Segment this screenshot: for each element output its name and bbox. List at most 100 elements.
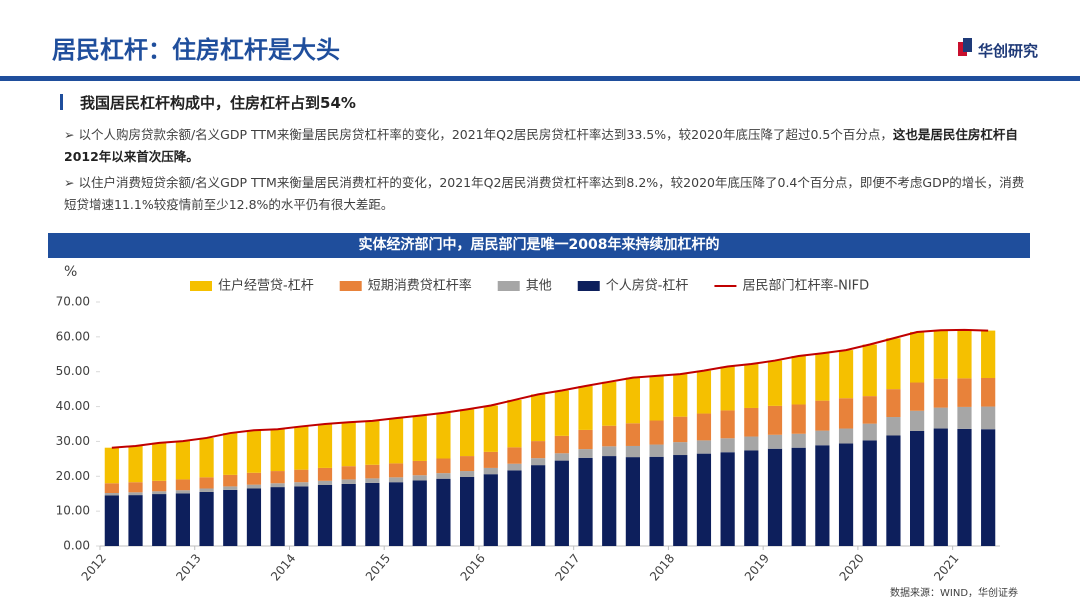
bar-segment [625,445,640,458]
bar-segment [341,466,356,480]
bar-segment [578,457,593,546]
bar-segment [886,417,901,436]
bar-segment [957,378,972,407]
y-tick-label: 40.00 [56,399,90,413]
bar-segment [886,435,901,546]
bar-segment [673,442,688,456]
bar-segment [696,413,712,441]
bar-segment [815,353,830,401]
bar-segment [531,458,546,466]
chart-title: 实体经济部门中，居民部门是唯一2008年来持续加杠杆的 [48,233,1030,258]
bar-segment [578,386,593,430]
bar-segment [128,482,143,493]
bar-segment [436,458,451,474]
bar-segment [128,492,143,496]
bar-segment [412,415,427,461]
line [111,328,989,449]
bar-segment [507,470,522,546]
logo-icon [963,38,972,52]
bar-segment [696,370,712,414]
bar-segment [365,420,380,465]
bar-segment [791,404,806,434]
bar-segment [412,460,427,476]
bar-segment [767,360,783,406]
bar-segment [341,422,356,467]
bar-segment [554,435,569,454]
bar-segment [388,477,404,483]
bar-segment [294,469,309,483]
bar-segment [246,488,262,546]
x-tick-label: 2012 [79,551,109,583]
bar-segment [933,330,948,379]
bar-segment [152,480,167,492]
bar-segment [104,495,119,546]
bar-segment [365,482,380,546]
bar-segment [223,489,238,546]
bar-segment [815,430,830,446]
bar-segment [554,453,569,461]
bar-segment [507,447,522,464]
bar-segment [152,494,167,546]
legend-swatch [339,281,362,291]
legend-swatch [497,281,520,291]
bar-segment [838,398,854,429]
bar-segment [673,455,688,546]
bar-segment [507,399,522,448]
bar-segment [649,444,664,457]
bar-segment [767,448,783,546]
bar-segment [460,456,475,472]
bar-segment [791,447,806,546]
bar-segment [199,437,214,478]
bullet-bold: 这也是居民住房杠杆自2012年以来首次压降。 [64,127,1018,164]
x-tick-label: 2018 [647,551,677,583]
bar-segment [270,429,285,472]
bar-segment [625,377,640,424]
bar-segment [436,473,451,479]
bar-segment [317,480,333,485]
bar-segment [720,366,735,411]
bar-segment [294,426,309,470]
y-tick-label: 70.00 [56,295,90,309]
x-tick-label: 2015 [363,551,393,583]
bar-segment [104,493,119,496]
bar-segment [910,331,925,383]
bar-segment [886,389,901,418]
y-unit: % [64,264,77,280]
bar-segment [767,405,783,435]
bar-segment [199,491,214,546]
bar-segment [981,406,996,430]
header-rule [0,76,1080,81]
bar-segment [365,464,380,479]
bar-segment [554,460,569,546]
x-tick-label: 2021 [931,551,961,583]
bar-segment [175,441,190,480]
bar-segment [578,429,593,450]
bar-segment [436,412,451,459]
bar-segment [625,457,640,546]
bar-segment [910,430,925,546]
bar-segment [152,491,167,495]
bar-segment [223,433,238,475]
bar-segment [957,406,972,429]
bar-segment [767,434,783,449]
bar-segment [791,433,806,448]
bar-segment [270,471,285,484]
bar-segment [862,344,877,397]
bar-segment [744,450,759,546]
bar-segment [460,476,475,546]
y-tick-label: 10.00 [56,504,90,518]
bar-segment [246,430,262,473]
bar-segment [317,424,333,468]
bar-segment [602,425,617,447]
bar-segment [910,382,925,411]
bar-segment [341,479,356,484]
legend-swatch [577,281,600,291]
bar-segment [957,329,972,379]
bar-segment [815,445,830,546]
bar-segment [412,475,427,481]
bar-segment [578,449,593,458]
x-tick-label: 2020 [837,551,867,583]
source: 数据来源：WIND，华创证券 [890,588,1019,599]
bar-segment [294,482,309,487]
